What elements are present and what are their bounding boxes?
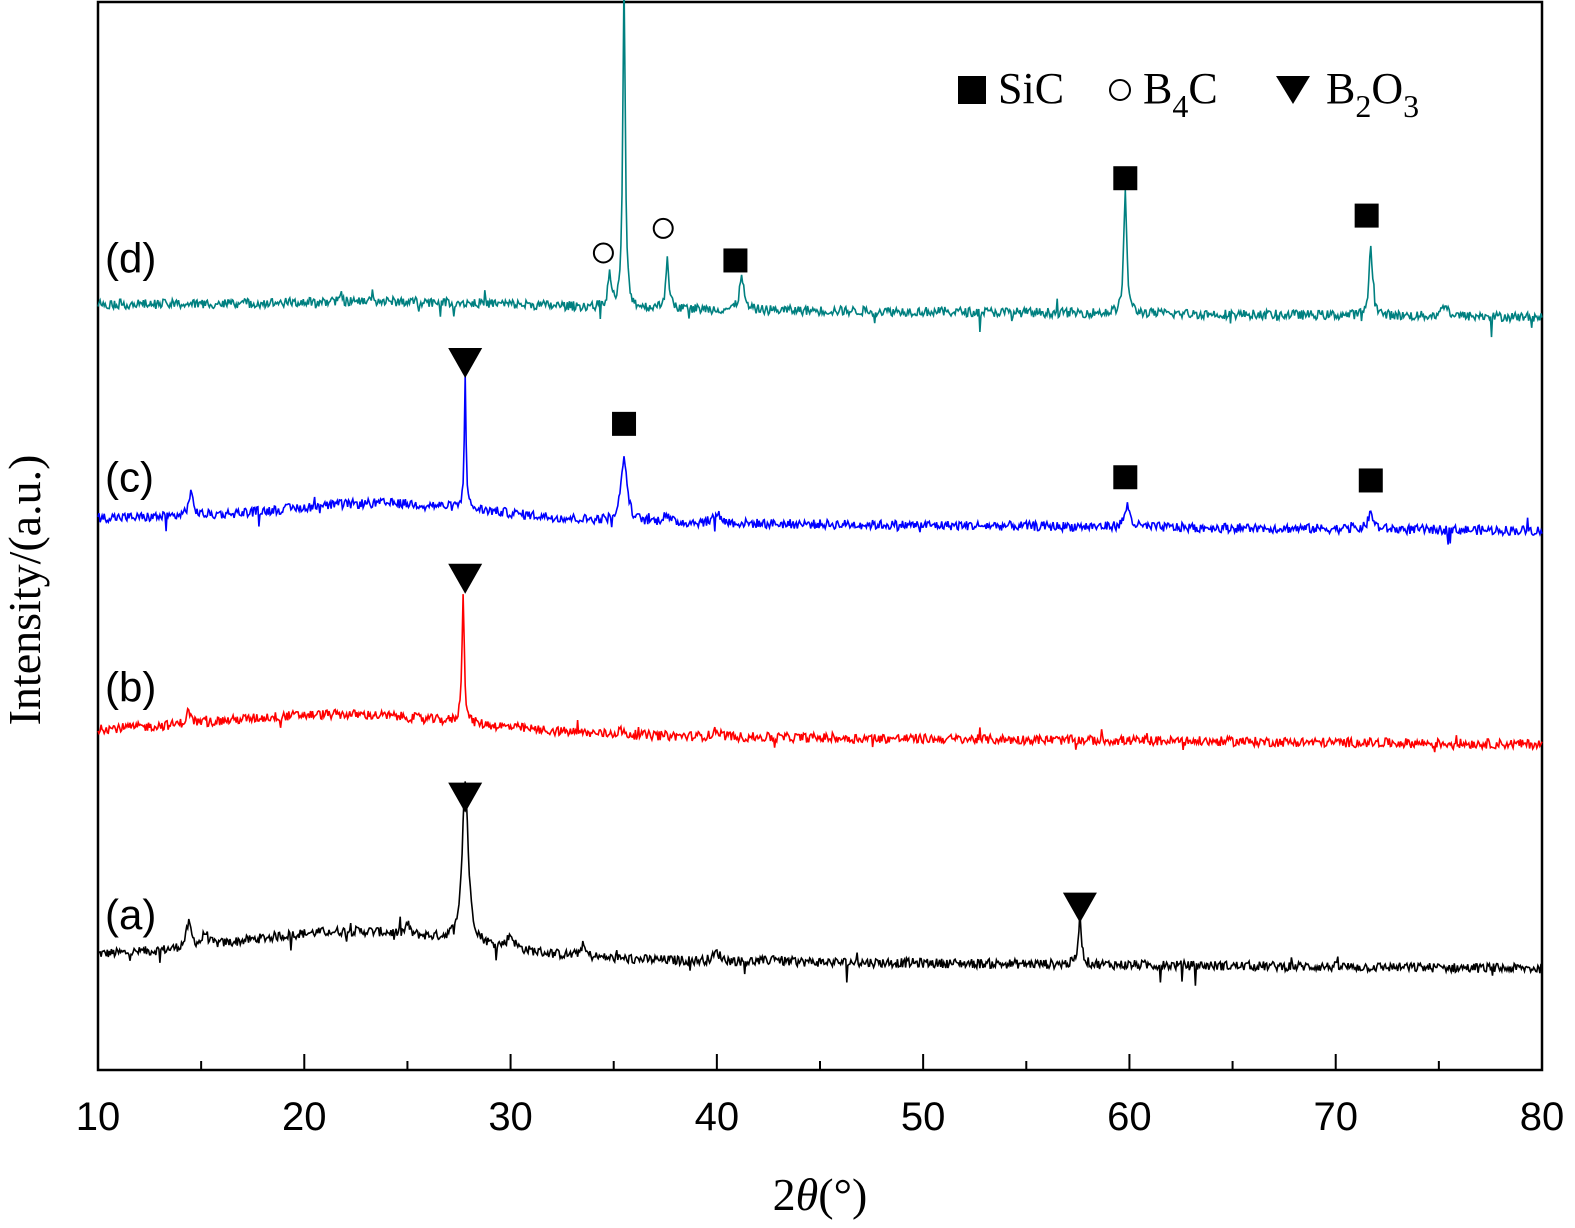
b4c-peak-marker	[592, 242, 614, 264]
b2o3-peak-marker	[448, 347, 483, 378]
plot-frame	[96, 0, 1544, 1072]
series-layer	[97, 0, 1543, 986]
legend-sic-marker	[958, 76, 986, 104]
series-label: (a)	[105, 891, 156, 938]
x-tick-label: 50	[901, 1095, 946, 1139]
x-tick-label: 80	[1520, 1095, 1565, 1139]
legend: SiC B4C B2O3	[958, 64, 1419, 124]
series-labels: (a) (b) (c) (d)	[105, 234, 156, 938]
b4c-peak-marker	[652, 217, 674, 239]
sic-peak-marker	[723, 248, 748, 273]
legend-b2o3-marker	[1276, 76, 1310, 104]
x-tick-label: 30	[488, 1095, 533, 1139]
x-tick-label: 70	[1313, 1095, 1358, 1139]
series-line	[97, 781, 1543, 986]
x-tick-label: 10	[76, 1095, 121, 1139]
series-label: (b)	[105, 664, 156, 711]
legend-b4c-marker	[1109, 79, 1131, 101]
legend-b4c-label: B4C	[1143, 64, 1218, 124]
peak-markers	[448, 166, 1383, 923]
b2o3-peak-marker	[448, 782, 483, 813]
x-axis-title: 2θ(°)	[773, 1169, 868, 1220]
series-line	[97, 0, 1543, 338]
series-line	[97, 594, 1543, 753]
x-tick-label: 20	[282, 1095, 327, 1139]
x-tick-label: 40	[695, 1095, 740, 1139]
series-line	[97, 374, 1543, 545]
sic-peak-marker	[1358, 468, 1383, 493]
sic-peak-marker	[1354, 203, 1379, 228]
y-axis-title: Intensity/(a.u.)	[0, 455, 50, 726]
series-label: (c)	[105, 453, 154, 500]
b2o3-peak-marker	[1062, 892, 1097, 923]
b2o3-peak-marker	[448, 563, 483, 594]
sic-peak-marker	[1113, 465, 1138, 490]
x-axis-tick-labels: 10 20 30 40 50 60 70 80	[76, 1095, 1565, 1139]
legend-b2o3-label: B2O3	[1326, 64, 1419, 124]
series-label: (d)	[105, 234, 156, 281]
sic-peak-marker	[612, 411, 637, 436]
x-tick-label: 60	[1107, 1095, 1152, 1139]
sic-peak-marker	[1113, 166, 1138, 191]
x-axis-ticks	[97, 1054, 1543, 1070]
legend-sic-label: SiC	[998, 64, 1064, 113]
